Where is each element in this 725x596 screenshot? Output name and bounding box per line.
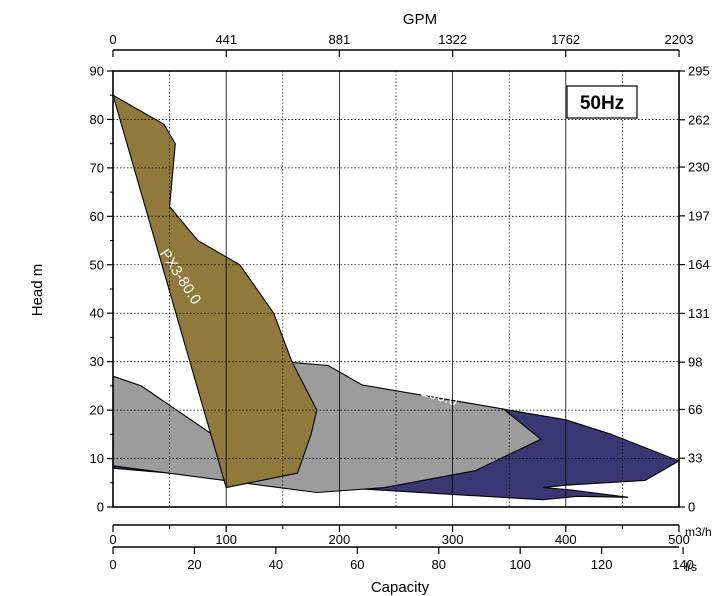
region-px3-80-0 [112,94,318,489]
x-primary-tick-label: 500 [668,532,690,547]
y-right-tick-label: 98 [688,355,702,370]
x-top-tick-label: 881 [328,32,350,47]
y-left-tick-label: 10 [90,451,104,466]
x-secondary-tick-label: 80 [432,557,446,572]
y-right-tick-label: 295 [688,64,710,79]
y-right-tick-label: 66 [688,402,702,417]
y-left-tick-label: 60 [90,209,104,224]
x-top-tick-label: 2203 [665,32,694,47]
plot-frame [112,70,680,508]
y-right-tick-label: 197 [688,208,710,223]
primary-x-unit-label: m3/h [685,525,712,539]
y-left-tick-label: 70 [90,160,104,175]
y-left-tick-label: 0 [97,500,104,515]
x-secondary-tick-label: 60 [350,557,364,572]
x-primary-tick-label: 400 [555,532,577,547]
y-right-tick-label: 262 [688,112,710,127]
x-primary-tick-label: 300 [442,532,464,547]
y-axis-title: Head m [29,264,46,317]
x-secondary-tick-label: 0 [109,557,116,572]
frequency-badge: 50Hz [566,85,638,119]
x-top-tick-label: 0 [109,32,116,47]
y-left-tick-label: 90 [90,64,104,79]
y-right-tick-label: 0 [688,500,695,515]
secondary-x-unit-label: l/s [685,560,697,574]
y-left-tick-label: 40 [90,306,104,321]
x-top-tick-label: 1762 [551,32,580,47]
x-secondary-tick-label: 40 [269,557,283,572]
region-label-px3-150-0: PX3-150.0 [561,373,634,410]
top-axis-title: GPM [403,11,437,28]
x-secondary-tick-label: 100 [509,557,531,572]
grid-lines [113,71,679,507]
y-left-tick-label: 50 [90,257,104,272]
frequency-badge-text: 50Hz [580,93,624,114]
y-right-tick-label: 164 [688,257,710,272]
x-top-tick-label: 441 [215,32,237,47]
x-top-tick-label: 1322 [438,32,467,47]
x-secondary-tick-label: 120 [591,557,613,572]
x-secondary-tick-label: 20 [187,557,201,572]
y-right-tick-label: 230 [688,160,710,175]
y-left-tick-label: 30 [90,354,104,369]
x-primary-tick-label: 0 [109,532,116,547]
y-left-tick-label: 20 [90,403,104,418]
x-primary-tick-label: 100 [215,532,237,547]
y-right-tick-label: 33 [688,451,702,466]
y-left-tick-label: 80 [90,112,104,127]
y-right-tick-label: 131 [688,306,710,321]
axis-ticks: 0 10 20 30 40 50 60 70 80 90 0 33 66 98 131 164 197 230 26… [90,32,710,572]
x-axis-title: Capacity [371,579,430,596]
x-secondary-tick-label: 140 [672,557,694,572]
frequency-badge-box [566,85,638,119]
x-primary-tick-label: 200 [329,532,351,547]
